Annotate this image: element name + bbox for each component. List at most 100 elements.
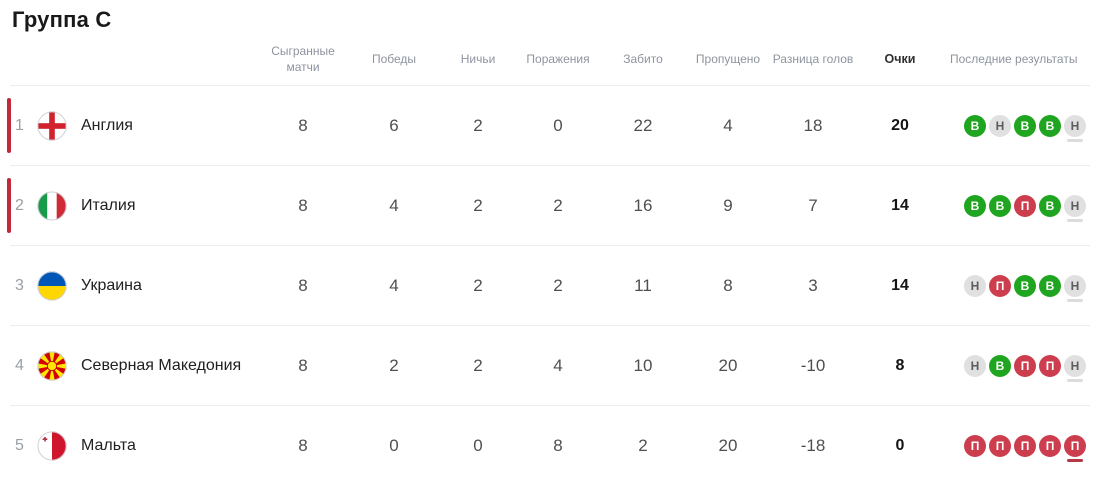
stat-scored: 22 <box>633 115 653 135</box>
team-cell: 1 Англия <box>7 86 258 165</box>
stat-played: 8 <box>298 195 308 215</box>
flag-north-macedonia-icon <box>37 350 67 381</box>
stat-losses: 2 <box>553 275 563 295</box>
result-badge-draw[interactable]: Н <box>1064 194 1086 222</box>
result-badge-loss[interactable]: П <box>964 434 986 457</box>
stat-played: 8 <box>298 115 308 135</box>
stat-goal-diff: 3 <box>808 275 818 295</box>
position-number: 1 <box>15 116 24 134</box>
header-goal-diff: Разница голов <box>772 51 854 66</box>
stat-losses: 2 <box>553 195 563 215</box>
stat-wins: 2 <box>389 355 399 375</box>
result-badge-win[interactable]: В <box>1014 114 1036 137</box>
header-wins: Победы <box>371 51 417 66</box>
position-number: 3 <box>15 276 24 294</box>
stat-goal-diff: -10 <box>800 355 826 375</box>
stat-draws: 2 <box>473 275 483 295</box>
stat-conceded: 4 <box>723 115 733 135</box>
result-badge-draw[interactable]: Н <box>989 114 1011 137</box>
result-badge-loss[interactable]: П <box>1014 434 1036 457</box>
stat-goal-diff: 7 <box>808 195 818 215</box>
header-scored: Забито <box>623 51 663 66</box>
team-cell: 3 Украина <box>10 246 258 325</box>
team-cell: 4 <box>10 326 258 405</box>
stat-conceded: 20 <box>718 355 738 375</box>
result-badge-win[interactable]: В <box>1039 114 1061 137</box>
stat-losses: 8 <box>553 435 563 455</box>
team-name: Англия <box>81 116 133 134</box>
flag-england-icon <box>37 110 67 141</box>
stat-conceded: 9 <box>723 195 733 215</box>
result-badge-loss[interactable]: П <box>989 274 1011 297</box>
stat-points: 8 <box>895 356 905 374</box>
result-badge-loss[interactable]: П <box>989 434 1011 457</box>
stat-points: 20 <box>891 116 909 134</box>
stat-scored: 11 <box>634 275 652 295</box>
stat-scored: 16 <box>633 195 653 215</box>
result-badge-win[interactable]: В <box>989 194 1011 217</box>
stat-wins: 4 <box>389 195 399 215</box>
stat-conceded: 8 <box>723 275 733 295</box>
stat-goal-diff: 18 <box>803 115 823 135</box>
qualification-bar <box>7 178 11 233</box>
stat-scored: 10 <box>633 355 653 375</box>
group-title: Группа C <box>12 7 112 32</box>
flag-italy-icon <box>37 190 67 221</box>
result-badge-win[interactable]: В <box>1039 194 1061 217</box>
header-draws: Ничьи <box>460 51 496 66</box>
result-badge-loss[interactable]: П <box>1064 434 1086 462</box>
flag-ukraine-icon <box>37 270 67 301</box>
team-name: Украина <box>81 276 142 294</box>
stat-conceded: 20 <box>718 435 738 455</box>
stat-played: 8 <box>298 355 308 375</box>
stat-losses: 4 <box>553 355 563 375</box>
team-name: Италия <box>81 196 136 214</box>
result-badge-win[interactable]: В <box>989 354 1011 377</box>
team-cell: 2 Италия <box>7 166 258 245</box>
stat-goal-diff: -18 <box>800 435 826 455</box>
stat-draws: 2 <box>473 355 483 375</box>
team-name: Мальта <box>81 436 136 454</box>
stat-draws: 2 <box>473 195 483 215</box>
result-badge-win[interactable]: В <box>1039 274 1061 297</box>
stat-losses: 0 <box>553 115 563 135</box>
stat-draws: 0 <box>473 435 483 455</box>
header-conceded: Пропущено <box>695 51 761 66</box>
stat-draws: 2 <box>473 115 483 135</box>
result-badge-loss[interactable]: П <box>1014 354 1036 377</box>
stat-points: 14 <box>891 196 909 214</box>
header-last-results: Последние результаты <box>950 51 1078 66</box>
team-cell: 5 Мальта <box>10 406 258 482</box>
result-badge-win[interactable]: В <box>1014 274 1036 297</box>
stat-played: 8 <box>298 435 308 455</box>
header-played: Сыгранные матчи <box>271 43 335 74</box>
header-losses: Поражения <box>526 51 590 66</box>
result-badge-draw[interactable]: Н <box>1064 274 1086 302</box>
result-badge-draw[interactable]: Н <box>964 274 986 297</box>
stat-points: 0 <box>895 436 905 454</box>
result-badge-draw[interactable]: Н <box>1064 114 1086 142</box>
stat-wins: 0 <box>389 435 399 455</box>
stat-points: 14 <box>891 276 909 294</box>
result-badge-loss[interactable]: П <box>1039 434 1061 457</box>
table-row[interactable]: 4 <box>10 325 1090 405</box>
result-badge-win[interactable]: В <box>964 194 986 217</box>
result-badge-loss[interactable]: П <box>1014 194 1036 217</box>
result-badge-win[interactable]: В <box>964 114 986 137</box>
stat-played: 8 <box>298 275 308 295</box>
flag-malta-icon <box>37 430 67 461</box>
position-number: 2 <box>15 196 24 214</box>
table-header-row: Сыгранные матчи Победы Ничьи Поражения З… <box>10 33 1090 85</box>
result-badge-draw[interactable]: Н <box>964 354 986 377</box>
result-badge-draw[interactable]: Н <box>1064 354 1086 382</box>
qualification-bar <box>7 98 11 153</box>
result-badge-loss[interactable]: П <box>1039 354 1061 377</box>
